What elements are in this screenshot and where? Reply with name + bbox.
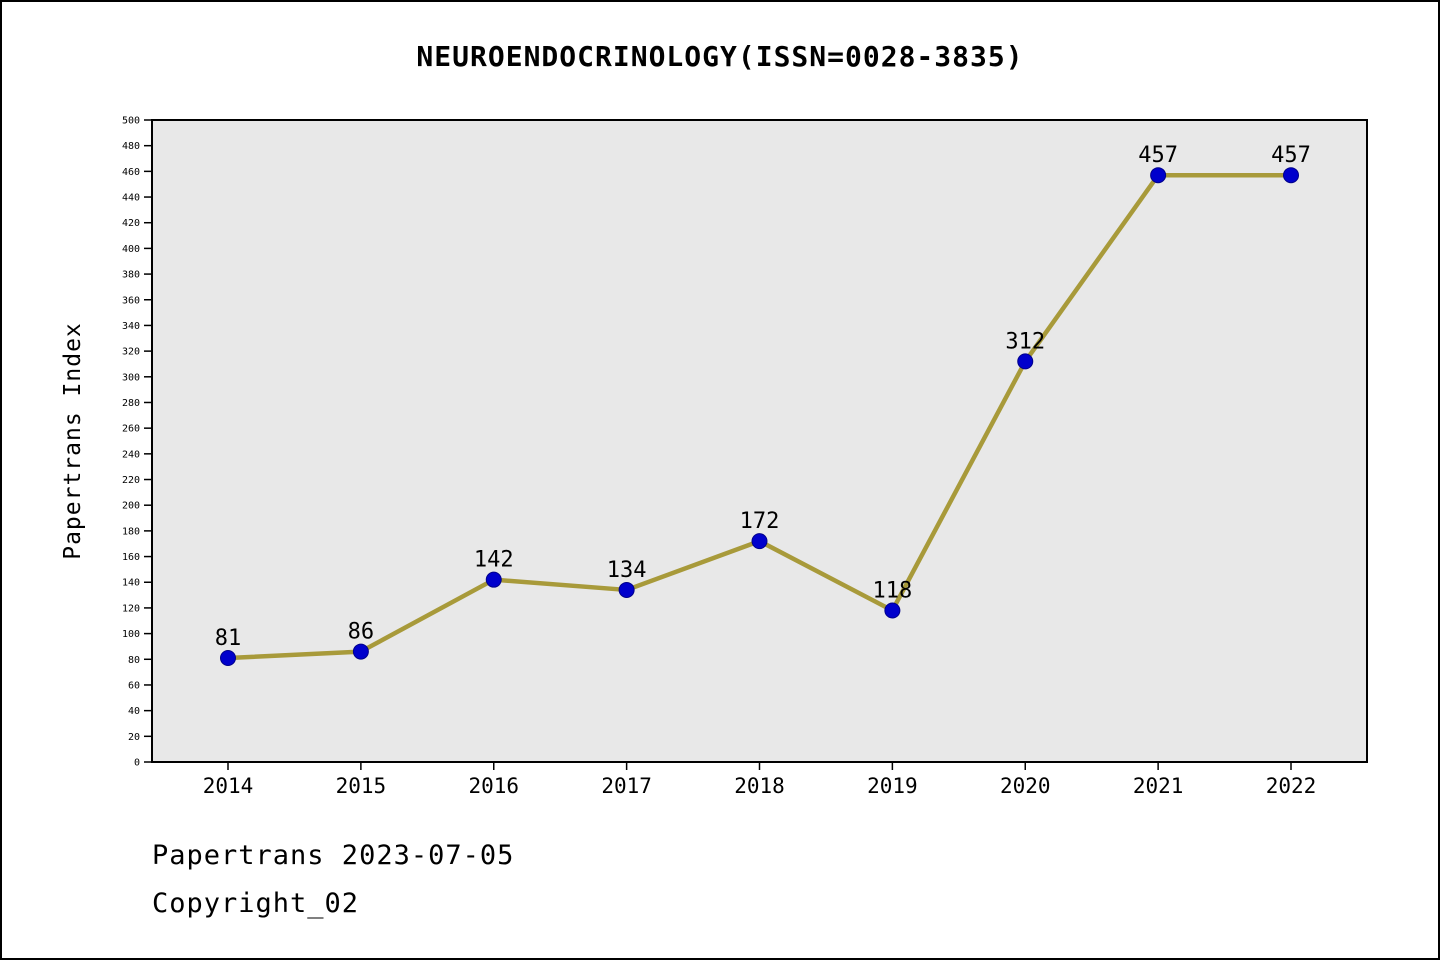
plot-area [151, 119, 1368, 763]
y-axis-label: Papertrans Index [60, 322, 86, 560]
x-tick-label: 2017 [601, 774, 652, 798]
y-tick-label: 480 [122, 141, 140, 152]
y-tick-label: 380 [122, 270, 140, 281]
y-tick-label: 40 [128, 706, 140, 717]
y-tick-label: 180 [122, 526, 140, 537]
data-point-marker [485, 571, 502, 588]
footer-date: Papertrans 2023-07-05 [152, 840, 515, 871]
x-tick-label: 2019 [867, 774, 918, 798]
y-tick-label: 300 [122, 372, 140, 383]
data-point-label: 118 [873, 578, 913, 603]
y-tick-label: 440 [122, 193, 140, 204]
y-tick-label: 80 [128, 655, 140, 666]
y-tick-label: 400 [122, 244, 140, 255]
data-point-marker [1283, 167, 1299, 184]
x-tick-label: 2020 [1000, 774, 1051, 798]
data-point-marker [618, 581, 635, 598]
data-point-marker [1017, 353, 1034, 370]
data-point-marker [884, 602, 901, 619]
data-point-label: 86 [348, 620, 375, 645]
y-tick-label: 240 [122, 449, 140, 460]
y-tick-label: 320 [122, 347, 140, 358]
x-tick-label: 2021 [1133, 774, 1184, 798]
y-tick-label: 120 [122, 603, 140, 614]
y-tick-label: 60 [128, 680, 140, 691]
y-tick-label: 20 [128, 732, 140, 743]
x-tick-label: 2022 [1266, 774, 1317, 798]
footer-copyright: Copyright_02 [152, 888, 360, 919]
data-point-marker [751, 533, 768, 550]
y-tick-label: 100 [122, 629, 140, 640]
y-tick-label: 220 [122, 475, 140, 486]
y-tick-label: 460 [122, 167, 140, 178]
y-tick-label: 280 [122, 398, 140, 409]
data-point-label: 312 [1005, 329, 1045, 354]
data-point-label: 457 [1271, 143, 1311, 168]
data-point-label: 172 [740, 509, 780, 534]
data-point-marker [1150, 167, 1167, 184]
y-tick-label: 500 [122, 116, 140, 127]
data-point-marker [220, 649, 236, 666]
chart-title: NEUROENDOCRINOLOGY(ISSN=0028-3835) [416, 40, 1024, 73]
y-tick-label: 160 [122, 552, 140, 563]
y-tick-label: 340 [122, 321, 140, 332]
y-tick-label: 140 [122, 578, 140, 589]
x-tick-label: 2015 [336, 774, 387, 798]
data-point-marker [352, 643, 369, 660]
data-point-label: 134 [607, 558, 647, 583]
x-tick-label: 2014 [203, 774, 254, 798]
y-tick-label: 360 [122, 295, 140, 306]
data-point-label: 457 [1138, 143, 1178, 168]
x-tick-label: 2016 [468, 774, 519, 798]
y-tick-label: 260 [122, 424, 140, 435]
data-point-label: 81 [215, 626, 242, 651]
x-tick-label: 2018 [734, 774, 785, 798]
y-tick-label: 0 [134, 758, 140, 769]
data-point-label: 142 [474, 548, 514, 573]
y-tick-label: 420 [122, 218, 140, 229]
y-tick-label: 200 [122, 501, 140, 512]
